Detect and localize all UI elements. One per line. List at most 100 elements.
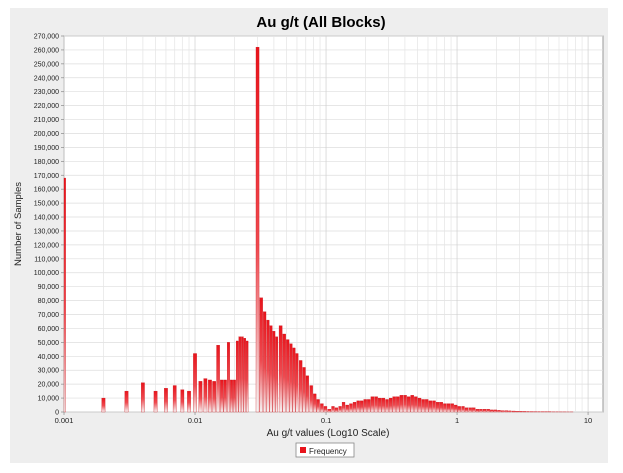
- histogram-bar: [392, 396, 396, 413]
- histogram-bar: [464, 407, 469, 413]
- y-tick-label: 20,000: [38, 382, 60, 389]
- histogram-bar: [385, 399, 389, 413]
- histogram-bar: [212, 381, 216, 413]
- histogram-bar: [246, 340, 249, 413]
- y-tick-label: 80,000: [38, 298, 60, 305]
- histogram-bar: [299, 360, 303, 413]
- x-tick-label: 0.01: [188, 416, 203, 425]
- histogram-bar: [180, 389, 185, 413]
- histogram-bar: [486, 409, 490, 413]
- histogram-bar: [124, 390, 129, 413]
- histogram-bar: [286, 339, 290, 413]
- y-tick-label: 220,000: [34, 103, 59, 110]
- histogram-bar: [396, 396, 400, 413]
- y-tick-label: 200,000: [34, 131, 59, 138]
- histogram-bar: [522, 411, 527, 413]
- histogram-bar: [164, 388, 168, 413]
- x-tick-label: 0.1: [321, 416, 331, 425]
- histogram-bar: [439, 402, 443, 413]
- histogram-bar: [320, 403, 324, 413]
- y-tick-label: 190,000: [34, 145, 59, 152]
- histogram-bar: [435, 402, 440, 413]
- histogram-bar: [305, 375, 309, 413]
- histogram-bar: [272, 331, 276, 413]
- histogram-bar: [327, 409, 332, 413]
- y-tick-label: 140,000: [34, 215, 59, 222]
- histogram-bar: [216, 345, 220, 413]
- histogram-bar: [172, 385, 177, 413]
- y-tick-label: 240,000: [34, 75, 59, 82]
- histogram-bar: [500, 410, 505, 413]
- y-tick-label: 250,000: [34, 61, 59, 68]
- histogram-bar: [203, 378, 208, 413]
- histogram-bar: [421, 399, 425, 413]
- histogram-bar: [428, 400, 433, 413]
- histogram-bar: [475, 409, 480, 413]
- histogram-bar: [278, 325, 283, 413]
- histogram-bar: [198, 381, 203, 413]
- histogram-bar: [259, 297, 263, 413]
- histogram-bar: [425, 399, 429, 413]
- histogram-bar: [511, 410, 516, 413]
- histogram-bar: [468, 407, 472, 413]
- histogram-bar: [417, 397, 422, 413]
- histogram-bar: [493, 409, 498, 413]
- histogram-bar: [193, 353, 197, 413]
- histogram-bar: [153, 390, 158, 413]
- histogram-bar: [238, 336, 242, 413]
- histogram-bar: [233, 379, 236, 413]
- histogram-bar: [316, 399, 320, 413]
- histogram-bar: [403, 395, 407, 413]
- histogram-bar: [399, 395, 404, 413]
- histogram-bar: [302, 367, 306, 413]
- histogram-bar: [504, 410, 509, 413]
- histogram-bar: [345, 404, 349, 413]
- y-axis-ticks: 0 10,000 20,000 30,000 40,000 50,000 60,000 70,…: [34, 34, 64, 417]
- histogram-bar: [457, 406, 461, 413]
- frequency-bars: [63, 46, 574, 413]
- histogram-bar: [388, 397, 393, 413]
- histogram-bar: [208, 379, 212, 413]
- histogram-bar: [490, 409, 494, 413]
- y-tick-label: 230,000: [34, 89, 59, 96]
- histogram-bar: [227, 342, 230, 413]
- legend-label: Frequency: [309, 447, 347, 456]
- histogram-bar: [367, 399, 371, 413]
- histogram-bar: [341, 402, 346, 413]
- y-tick-label: 180,000: [34, 159, 59, 166]
- x-tick-label: 10: [584, 416, 592, 425]
- y-tick-label: 170,000: [34, 173, 59, 180]
- histogram-bar: [295, 353, 299, 413]
- histogram-bar: [309, 385, 313, 413]
- y-tick-label: 30,000: [38, 368, 60, 375]
- histogram-bar: [349, 403, 353, 413]
- histogram-bar: [266, 319, 270, 413]
- histogram-bar: [446, 403, 451, 413]
- histogram-bar: [313, 393, 317, 413]
- y-tick-label: 0: [55, 410, 59, 417]
- histogram-bar: [331, 406, 335, 413]
- histogram-bar: [406, 396, 411, 413]
- x-axis-label: Au g/t values (Log10 Scale): [267, 428, 390, 439]
- histogram-bar: [223, 379, 227, 413]
- y-tick-label: 110,000: [34, 256, 59, 263]
- y-tick-label: 260,000: [34, 47, 59, 54]
- y-tick-label: 270,000: [34, 34, 59, 41]
- histogram-bar: [63, 177, 66, 413]
- histogram-bar: [497, 410, 501, 413]
- histogram-bar: [360, 400, 364, 413]
- histogram-bar: [241, 336, 244, 413]
- y-tick-label: 130,000: [34, 228, 59, 235]
- y-axis-label: Number of Samples: [13, 182, 24, 266]
- legend: Frequency: [295, 442, 355, 458]
- legend-box: [295, 442, 355, 458]
- histogram-bar: [519, 411, 523, 413]
- histogram-bar: [292, 347, 296, 413]
- y-tick-label: 70,000: [38, 312, 60, 319]
- grid-lines: [63, 35, 603, 413]
- histogram-bar: [334, 407, 338, 413]
- histogram-bar: [235, 340, 239, 413]
- histogram-bar: [289, 343, 293, 413]
